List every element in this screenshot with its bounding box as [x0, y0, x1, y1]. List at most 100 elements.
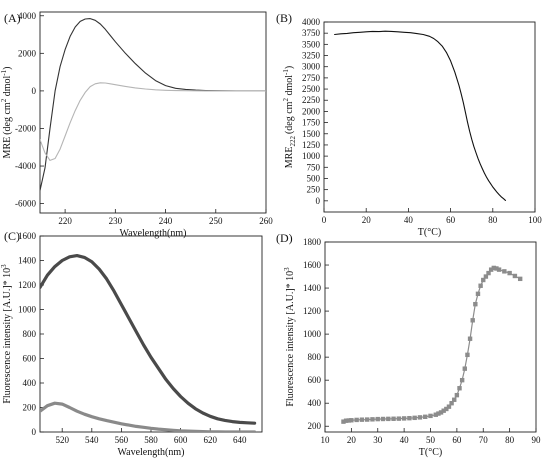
data-point-marker [365, 417, 370, 422]
y-tick-label: 400 [23, 378, 37, 388]
y-axis-label-sup: 2 [282, 98, 290, 102]
x-tick-label: 260 [259, 216, 273, 226]
series-line-1 [40, 18, 266, 192]
y-tick-label: 1400 [18, 256, 37, 266]
plot-frame [39, 11, 267, 214]
panel-label: (B) [276, 11, 292, 25]
y-tick-label: 400 [308, 398, 322, 408]
y-tick-label: 3750 [302, 28, 321, 38]
x-tick-label: 0 [322, 215, 327, 225]
y-tick-label: 1200 [18, 280, 37, 290]
y-tick-label: 600 [308, 375, 322, 385]
y-axis-label: MRE222 (deg cm2 dmol-1) [282, 66, 297, 168]
x-axis-label: Wavelength(nm) [120, 228, 187, 239]
y-axis-label-sup: 3 [283, 267, 291, 271]
y-tick-label: 2000 [18, 48, 37, 58]
x-tick-label: 20 [347, 435, 357, 445]
data-point-marker [433, 412, 438, 417]
y-tick-label: 800 [308, 352, 322, 362]
data-point-marker [341, 419, 346, 424]
chart-panel-b: (B)0 20 40 60 80 1000250500750100012501500175… [276, 11, 542, 238]
chart-panel-a: (A) 220 230 240 250 260 -6000 -4000 -2000 0 2000 40… [0, 11, 273, 239]
data-point-marker [517, 276, 523, 282]
y-tick-label: 800 [23, 329, 37, 339]
y-tick-label: 4000 [302, 17, 321, 27]
y-tick-label: 750 [307, 162, 321, 172]
x-tick-label: 540 [85, 435, 99, 445]
y-tick-label: 200 [308, 421, 322, 431]
y-tick-label: 1200 [303, 306, 322, 316]
y-axis-label-units: (deg cm [284, 101, 295, 134]
data-point-marker [467, 336, 473, 341]
plot-frame [323, 21, 536, 213]
series-line-2 [40, 401, 257, 432]
x-axis-label: T(°C) [418, 227, 441, 238]
y-tick-label: 3500 [302, 39, 321, 49]
x-tick-label: 560 [115, 435, 129, 445]
y-tick-label: 3250 [302, 51, 321, 61]
data-point-marker [483, 274, 489, 279]
x-tick-label: 220 [58, 216, 72, 226]
data-point-marker [475, 291, 481, 297]
y-tick-label: 1250 [302, 140, 321, 150]
x-tick-label: 20 [362, 215, 372, 225]
x-tick-label: 40 [400, 435, 410, 445]
data-point-marker [457, 386, 462, 391]
y-tick-label: 1600 [303, 260, 322, 270]
x-tick-label: 40 [404, 215, 414, 225]
y-tick-label: 2750 [302, 73, 321, 83]
y-tick-label: 1400 [303, 283, 322, 293]
data-point-marker [391, 416, 396, 421]
series-line-1 [342, 267, 521, 423]
y-tick-label: 2250 [302, 95, 321, 105]
y-tick-label: 2000 [302, 106, 321, 116]
x-tick-label: 620 [203, 435, 217, 445]
data-point-marker [438, 410, 444, 415]
y-axis-label-units: dmol [2, 76, 13, 99]
x-axis-label: T(°C) [419, 447, 442, 458]
data-point-marker [417, 415, 423, 420]
series-line-1 [334, 30, 507, 201]
y-tick-label: 1000 [302, 151, 321, 161]
panel-label: (A) [4, 11, 21, 25]
x-tick-label: 640 [233, 435, 247, 445]
y-axis-label: Fluorescence intensity [A.U.]* 103 [283, 267, 296, 407]
data-point-marker [346, 418, 351, 423]
x-tick-label: 50 [426, 435, 436, 445]
panel-label: (C) [4, 229, 20, 243]
data-point-marker [380, 416, 386, 422]
data-point-marker [449, 401, 454, 406]
y-axis-label-units: dmol [284, 75, 295, 98]
data-point-marker [446, 404, 452, 409]
y-axis-label-units: ) [284, 66, 295, 69]
y-tick-label: 600 [23, 354, 37, 364]
y-tick-label: 0 [32, 86, 37, 96]
x-tick-label: 240 [159, 216, 173, 226]
y-axis-label-main: MRE [284, 147, 295, 169]
x-tick-label: 10 [321, 435, 331, 445]
data-point-marker [386, 416, 391, 422]
data-point-marker [502, 269, 507, 274]
data-point-marker [496, 267, 502, 272]
x-tick-label: 60 [446, 215, 456, 225]
data-point-marker [354, 417, 359, 423]
y-tick-label: 500 [307, 173, 321, 183]
chart-panel-d: (D) 10 20 30 40 50 60 70 80 90 200 400 600 800 1000 120… [276, 231, 541, 458]
x-tick-label: 70 [479, 435, 489, 445]
y-tick-label: 250 [307, 185, 321, 195]
y-axis-label: Fluorescence intensity [A.U.]* 103 [0, 264, 13, 404]
x-tick-label: 90 [532, 435, 542, 445]
x-tick-label: 250 [209, 216, 223, 226]
x-tick-label: 580 [144, 435, 158, 445]
data-point-marker [444, 406, 449, 412]
data-point-marker [370, 417, 375, 422]
y-axis-label: MRE (deg cm2 dmol-1) [0, 67, 13, 159]
y-axis-label-main: MRE [2, 137, 13, 159]
y-tick-label: -6000 [15, 199, 36, 209]
data-point-marker [349, 418, 354, 423]
data-point-marker [512, 273, 518, 279]
x-tick-label: 520 [55, 435, 69, 445]
y-tick-label: 1750 [302, 118, 321, 128]
y-tick-label: 1000 [18, 305, 37, 315]
